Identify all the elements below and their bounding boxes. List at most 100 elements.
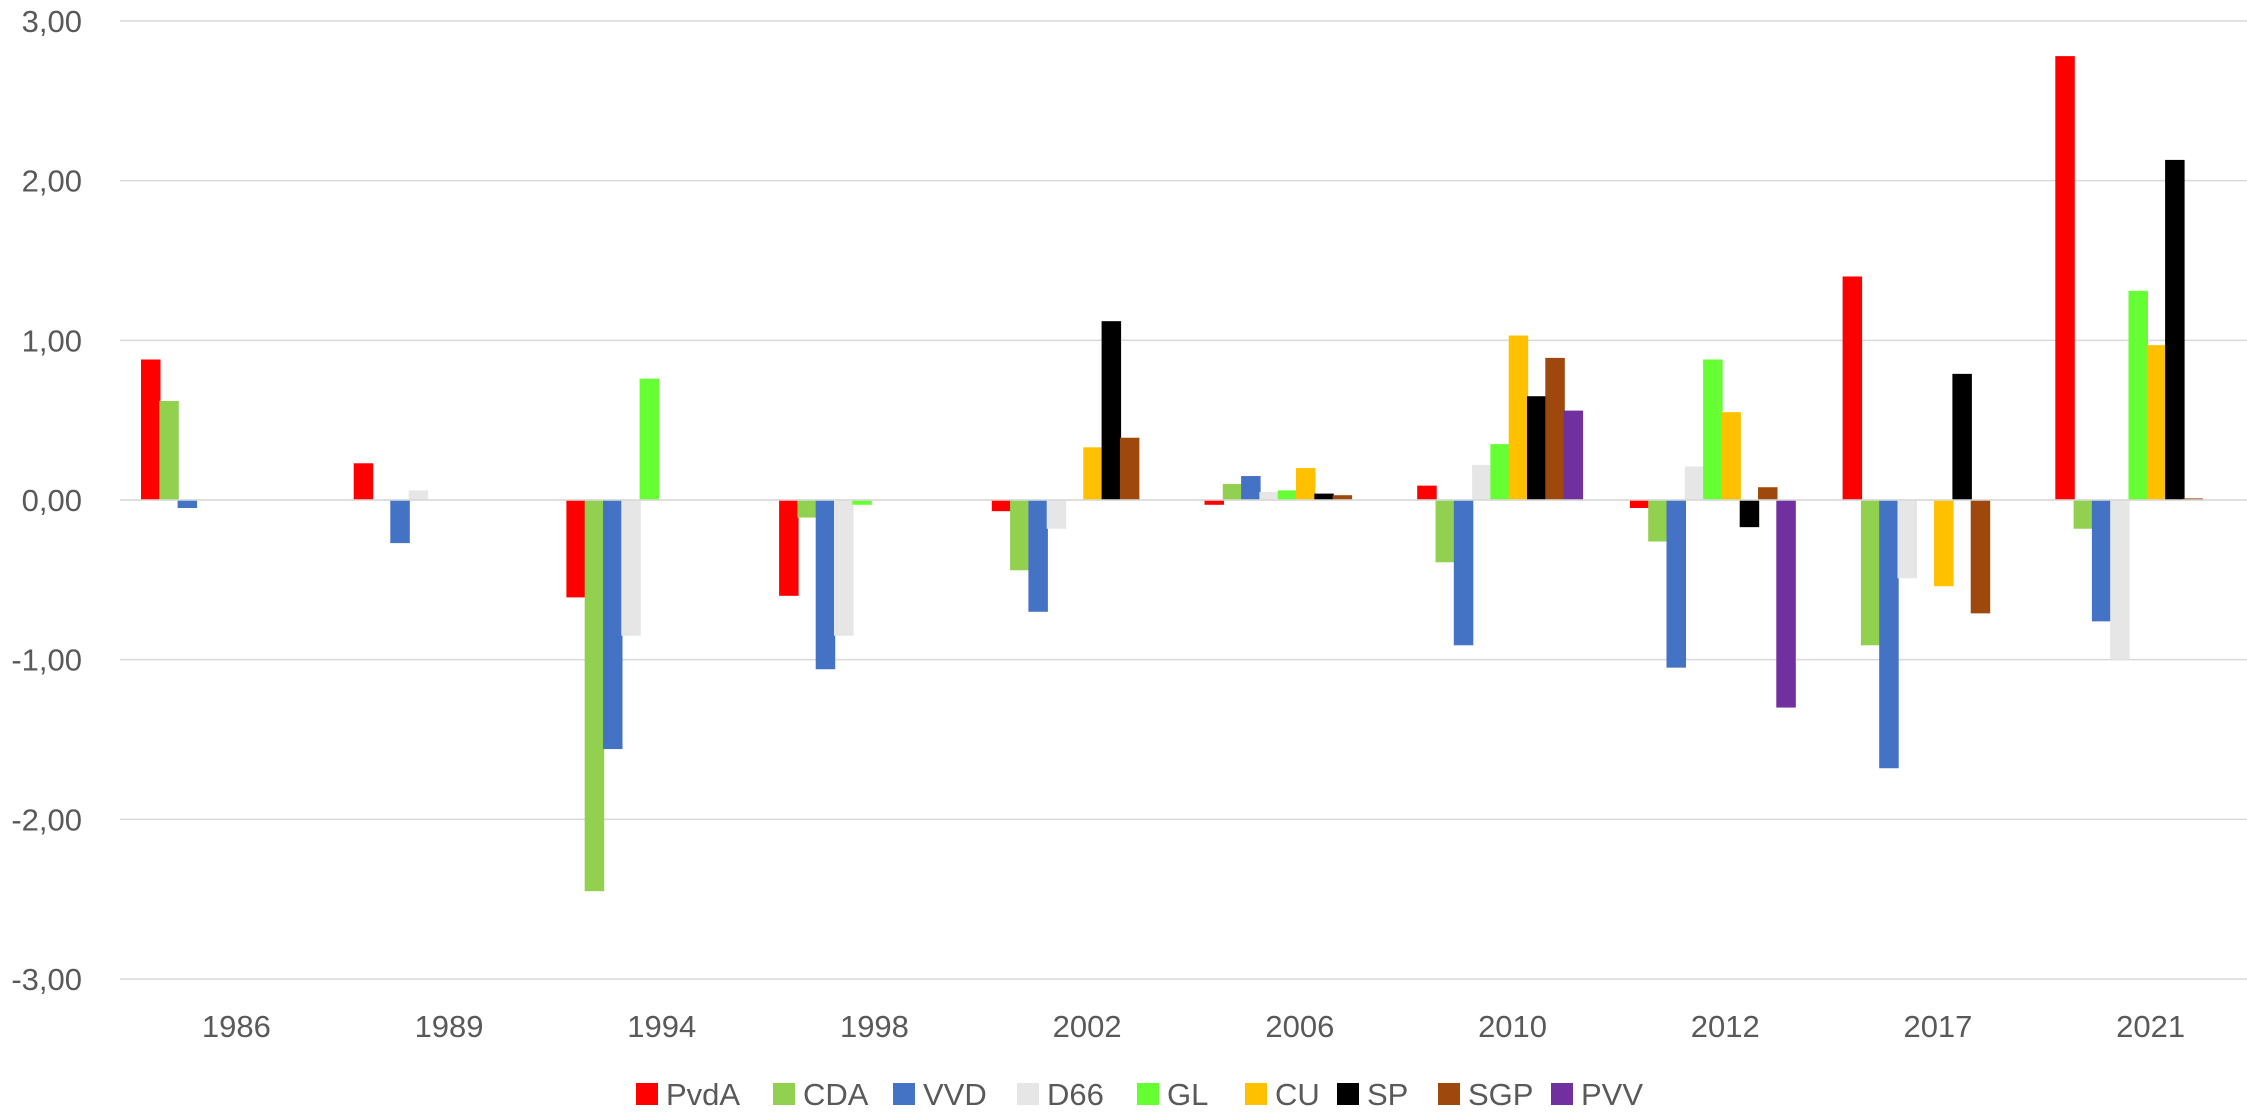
legend-swatch: [1017, 1083, 1039, 1105]
bar-cu-2021: [2147, 345, 2167, 500]
legend-swatch: [1137, 1083, 1159, 1105]
bar-cda-2010: [1436, 500, 1456, 562]
bar-pvda-1986: [141, 359, 161, 500]
legend-swatch: [1438, 1083, 1460, 1105]
legend-item-cda: CDA: [773, 1077, 869, 1112]
legend-item-pvda: PvdA: [636, 1077, 740, 1112]
bar-vvd-1989: [390, 500, 410, 543]
bar-d66-1998: [834, 500, 854, 636]
bar-sp-2021: [2165, 160, 2185, 500]
y-tick-label: 1,00: [22, 323, 82, 358]
bar-vvd-1994: [603, 500, 623, 749]
legend: PvdA CDA VVD D66 GL CU SP SGP PVV: [636, 1077, 1643, 1112]
legend-label: CDA: [803, 1077, 869, 1112]
bar-sp-2006: [1314, 494, 1334, 500]
bar-vvd-1986: [178, 500, 198, 508]
legend-swatch: [636, 1083, 658, 1105]
bar-vvd-2012: [1667, 500, 1687, 668]
bar-gl-2006: [1278, 490, 1298, 500]
y-tick-label: 2,00: [22, 164, 82, 199]
bar-cda-2017: [1861, 500, 1881, 645]
legend-swatch: [1551, 1083, 1573, 1105]
bar-cda-2012: [1648, 500, 1668, 542]
legend-item-d66: D66: [1017, 1077, 1104, 1112]
y-tick-label: -3,00: [11, 962, 82, 997]
x-axis: 1986 1989 1994 1998 2002 2006 2010 2012 2017 2021: [202, 1009, 2185, 1044]
bar-pvv-2010: [1564, 411, 1584, 500]
bar-sgp-2010: [1545, 358, 1565, 500]
bar-cda-2021: [2074, 500, 2094, 529]
legend-item-gl: GL: [1137, 1077, 1208, 1112]
bar-gl-2012: [1703, 359, 1723, 500]
x-tick-label: 1998: [840, 1009, 909, 1044]
bar-cda-2002: [1010, 500, 1030, 570]
legend-label: SGP: [1468, 1077, 1533, 1112]
x-tick-label: 2012: [1691, 1009, 1760, 1044]
bar-pvda-2017: [1843, 276, 1863, 500]
legend-label: VVD: [923, 1077, 987, 1112]
bar-vvd-2006: [1241, 476, 1261, 500]
bar-pvda-2010: [1417, 486, 1437, 500]
x-tick-label: 2002: [1053, 1009, 1122, 1044]
bar-d66-2021: [2110, 500, 2130, 660]
legend-item-sp: SP: [1337, 1077, 1408, 1112]
y-tick-label: -1,00: [11, 643, 82, 678]
bar-cu-2010: [1509, 336, 1529, 500]
bar-pvda-1994: [566, 500, 586, 597]
legend-item-cu: CU: [1245, 1077, 1320, 1112]
bar-pvda-2021: [2055, 56, 2075, 500]
bar-pvv-2012: [1776, 500, 1796, 708]
x-tick-label: 1994: [627, 1009, 696, 1044]
bar-sgp-2002: [1120, 438, 1140, 500]
legend-label: SP: [1367, 1077, 1408, 1112]
bar-cu-2012: [1721, 412, 1741, 500]
bar-cu-2017: [1934, 500, 1954, 586]
bar-d66-2017: [1898, 500, 1918, 578]
bar-vvd-2017: [1879, 500, 1899, 768]
x-tick-label: 2017: [1903, 1009, 1972, 1044]
bar-gl-1994: [640, 379, 660, 500]
x-tick-label: 2010: [1478, 1009, 1547, 1044]
bar-cda-1998: [797, 500, 817, 518]
bar-sp-2002: [1102, 321, 1122, 500]
bar-d66-2012: [1685, 466, 1705, 500]
bar-sgp-2017: [1971, 500, 1991, 613]
legend-item-vvd: VVD: [893, 1077, 987, 1112]
y-tick-label: 3,00: [22, 4, 82, 39]
y-tick-label: 0,00: [22, 483, 82, 518]
bar-sgp-2012: [1758, 487, 1778, 500]
bar-cda-1986: [159, 401, 179, 500]
x-tick-label: 1986: [202, 1009, 271, 1044]
legend-label: CU: [1275, 1077, 1320, 1112]
x-tick-label: 2021: [2116, 1009, 2185, 1044]
bar-gl-2010: [1490, 444, 1510, 500]
bar-pvda-2002: [992, 500, 1012, 511]
x-tick-label: 2006: [1265, 1009, 1334, 1044]
legend-label: PVV: [1581, 1077, 1643, 1112]
bar-sp-2010: [1527, 396, 1547, 500]
bar-pvda-1989: [354, 463, 374, 500]
bar-pvda-1998: [779, 500, 799, 596]
legend-item-pvv: PVV: [1551, 1077, 1643, 1112]
bar-d66-2002: [1047, 500, 1067, 529]
legend-label: PvdA: [666, 1077, 740, 1112]
bar-sp-2012: [1740, 500, 1760, 527]
bar-pvda-2012: [1630, 500, 1650, 508]
bar-cda-2006: [1223, 484, 1243, 500]
legend-label: D66: [1047, 1077, 1104, 1112]
legend-swatch: [1245, 1083, 1267, 1105]
bar-vvd-2021: [2092, 500, 2112, 621]
legend-swatch: [773, 1083, 795, 1105]
bar-vvd-2010: [1454, 500, 1474, 645]
legend-swatch: [1337, 1083, 1359, 1105]
bar-d66-2010: [1472, 465, 1492, 500]
bar-d66-1994: [621, 500, 641, 636]
y-tick-label: -2,00: [11, 802, 82, 837]
bar-vvd-2002: [1028, 500, 1048, 612]
legend-swatch: [893, 1083, 915, 1105]
bar-cu-2006: [1296, 468, 1316, 500]
x-tick-label: 1989: [415, 1009, 484, 1044]
legend-label: GL: [1167, 1077, 1208, 1112]
bar-vvd-1998: [816, 500, 836, 669]
